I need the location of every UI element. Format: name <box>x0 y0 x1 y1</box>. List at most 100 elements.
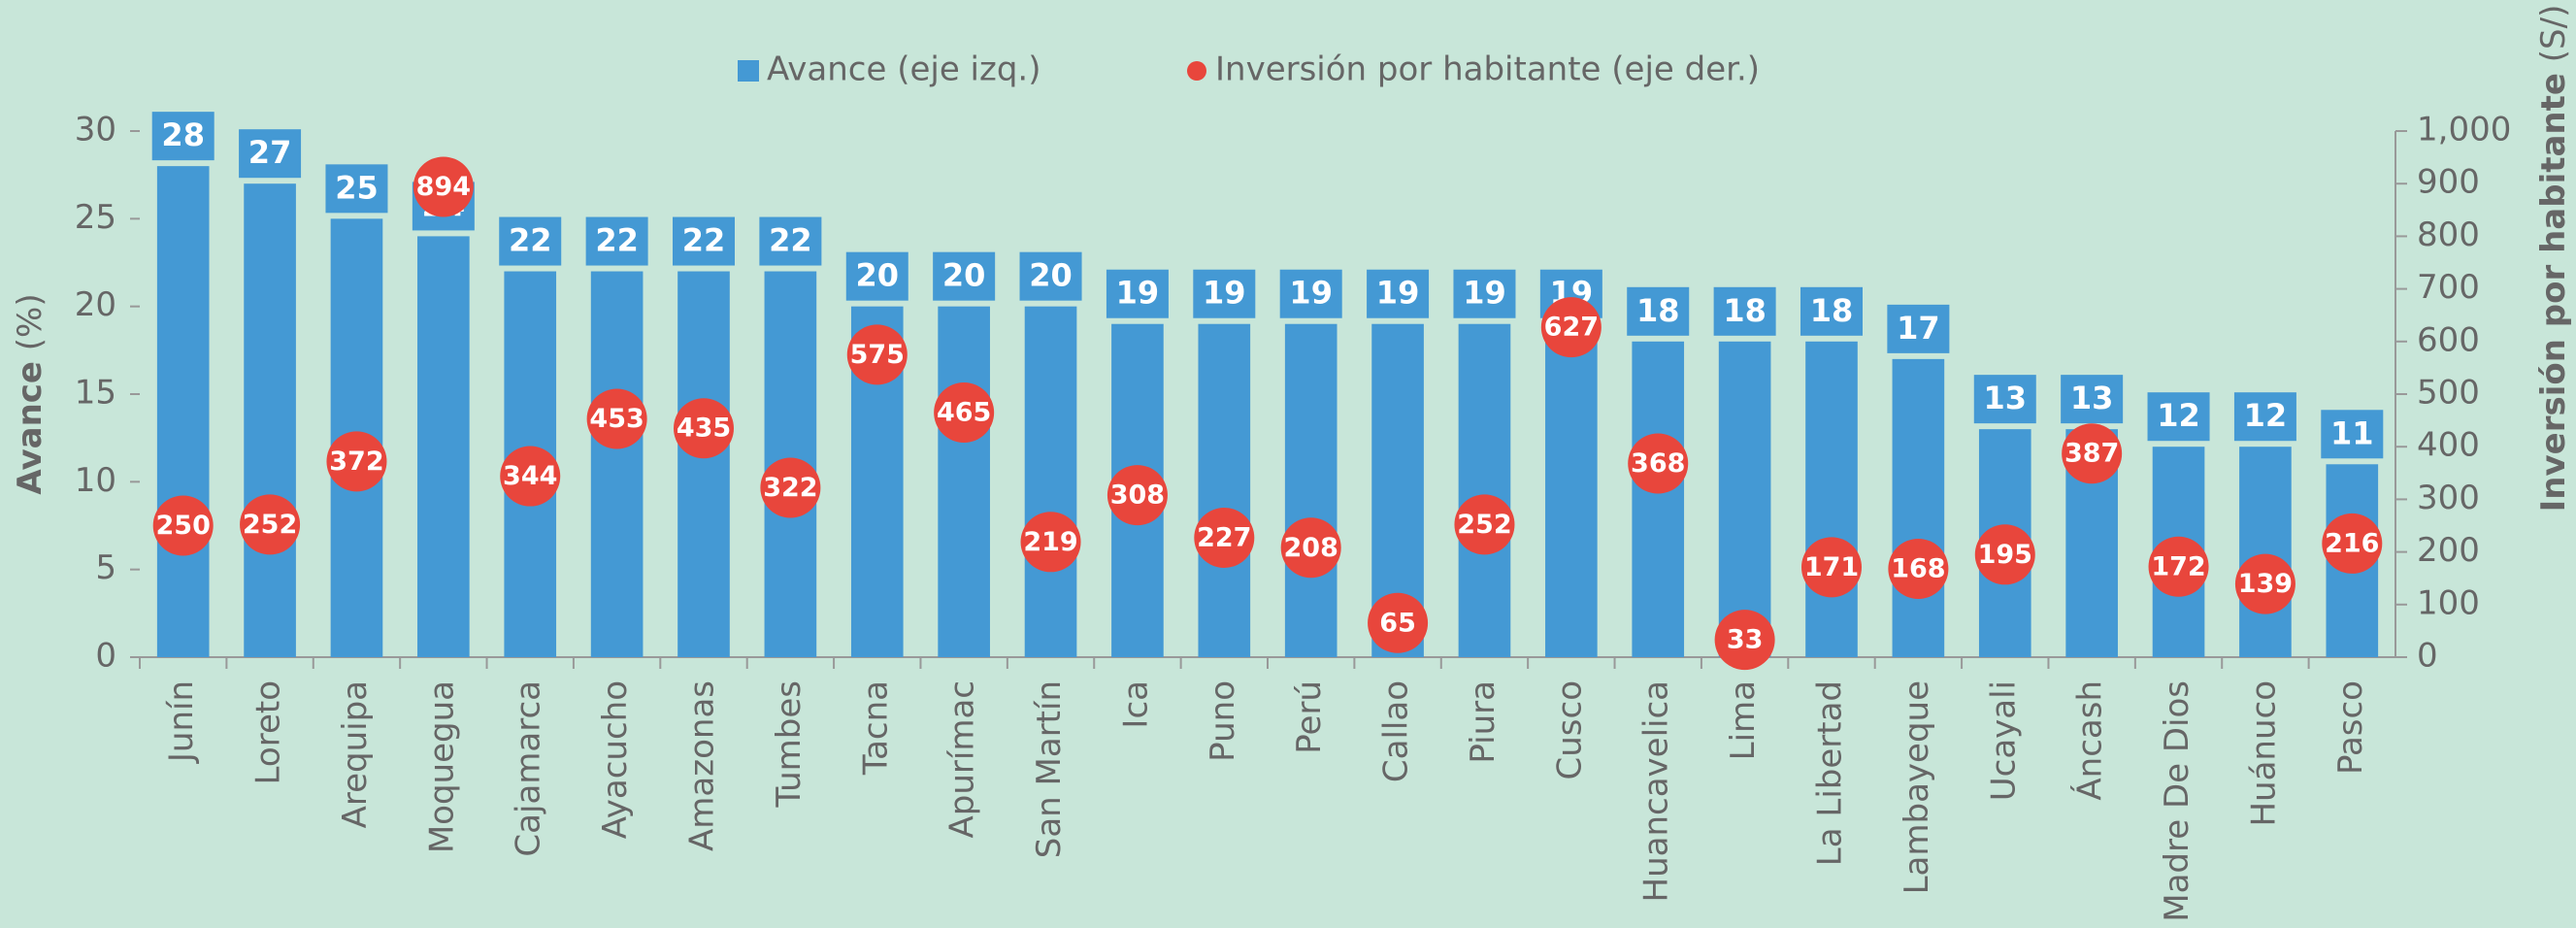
bar-label: 22 <box>769 222 812 259</box>
y2-axis-title: Inversión por habitante (S/) <box>2534 5 2573 513</box>
dot <box>2234 553 2295 614</box>
bar-label-box <box>1713 286 1776 336</box>
bar-label: 13 <box>2070 380 2114 416</box>
x-tick-label: Junín <box>162 680 201 764</box>
dot-label: 208 <box>1284 533 1338 563</box>
dot-label: 168 <box>1891 553 1945 583</box>
dot-label: 372 <box>329 447 383 477</box>
bar-label: 27 <box>248 134 292 171</box>
x-tick-label: Apurímac <box>943 680 982 838</box>
x-tick-label: La Libertad <box>1811 680 1850 866</box>
bar-label: 19 <box>1463 275 1506 312</box>
dot-label: 172 <box>2151 551 2205 581</box>
legend-label: Avance (eje izq.) <box>767 50 1041 89</box>
x-tick-label: Pasco <box>2331 680 2370 775</box>
dot <box>846 324 908 385</box>
bar-label-box <box>1800 286 1863 336</box>
bar <box>1805 341 1858 657</box>
bar <box>156 166 210 657</box>
bar-label-box <box>759 216 822 266</box>
x-tick-label: Huancavelica <box>1637 680 1676 903</box>
legend-swatch <box>738 60 759 82</box>
y2-tick-label: 200 <box>2417 531 2480 570</box>
x-tick-label: Ica <box>1116 680 1155 729</box>
dot-label: 322 <box>763 473 817 503</box>
bar-label-box <box>325 164 388 214</box>
dot-label: 368 <box>1631 448 1685 479</box>
x-tick-label: Áncash <box>2070 680 2110 801</box>
dot <box>1454 494 1515 555</box>
dot <box>1974 524 2035 585</box>
bar-label-box <box>2061 375 2124 424</box>
dot <box>326 431 387 492</box>
bar-label-box <box>239 129 302 179</box>
dot-label: 227 <box>1197 522 1251 552</box>
x-tick-label: Amazonas <box>683 680 722 851</box>
dot-label: 894 <box>416 172 471 202</box>
x-tick-label: Tumbes <box>770 680 809 809</box>
dot-label: 308 <box>1110 481 1165 511</box>
dot-label: 250 <box>156 511 211 541</box>
x-tick-label: San Martín <box>1030 680 1069 858</box>
bar-label: 11 <box>2330 414 2374 451</box>
x-tick-label: Tacna <box>856 680 895 776</box>
dot <box>1714 610 1775 671</box>
dot <box>413 156 474 217</box>
y2-tick-label: 500 <box>2417 374 2480 413</box>
dot <box>2062 423 2123 484</box>
bar-label-box <box>1279 269 1342 318</box>
y2-tick-label: 400 <box>2417 426 2480 465</box>
bar-label-box <box>2233 392 2296 442</box>
y2-tick-label: 300 <box>2417 479 2480 517</box>
bar <box>2239 447 2292 657</box>
dot <box>934 381 995 443</box>
bar <box>417 236 470 657</box>
bar-label-box <box>1627 286 1690 336</box>
x-tick-label: Perú <box>1290 680 1329 754</box>
dot-label: 627 <box>1544 313 1599 343</box>
dot-label: 453 <box>589 404 644 434</box>
bar-label: 13 <box>1984 380 2028 416</box>
bar <box>677 271 730 657</box>
bar-label-box <box>585 216 648 266</box>
dot <box>2148 536 2209 597</box>
bar-label: 12 <box>2244 397 2288 434</box>
dot <box>674 398 734 459</box>
dot-label: 195 <box>1978 540 2032 570</box>
y2-tick-label: 600 <box>2417 320 2480 359</box>
x-tick-label: Ayacucho <box>596 680 635 839</box>
bar-label: 18 <box>1810 292 1854 329</box>
bar-label-box <box>1367 269 1430 318</box>
dot-label: 387 <box>2064 439 2119 469</box>
x-tick-label: Huánuco <box>2244 680 2283 827</box>
dot <box>240 494 301 555</box>
dot-label: 435 <box>677 414 731 444</box>
x-tick-label: Piura <box>1464 680 1503 764</box>
y-tick-label: 30 <box>75 111 116 149</box>
x-tick-label: Lambayeque <box>1898 680 1936 894</box>
y2-tick-label: 1,000 <box>2417 111 2511 149</box>
y-tick-label: 15 <box>75 374 116 413</box>
bar-label-box <box>2321 410 2384 459</box>
x-tick-label: Arequipa <box>336 680 375 828</box>
bar-label: 18 <box>1636 292 1680 329</box>
dot <box>2322 513 2383 574</box>
y2-tick-label: 700 <box>2417 268 2480 307</box>
dot <box>500 446 561 507</box>
y-tick-label: 20 <box>75 285 116 324</box>
y2-tick-label: 800 <box>2417 215 2480 254</box>
y2-tick-label: 0 <box>2417 637 2438 676</box>
bar <box>1198 323 1251 657</box>
bar-label-box <box>1193 269 1256 318</box>
x-tick-label: Cajamarca <box>510 680 548 857</box>
dot <box>1888 538 1949 599</box>
bar-label: 19 <box>1289 275 1333 312</box>
y-axis-title-main: Avance <box>11 361 50 495</box>
bar <box>590 271 644 657</box>
bar <box>1458 323 1511 657</box>
dot <box>1628 433 1689 494</box>
bar-label: 22 <box>682 222 726 259</box>
y-tick-label: 10 <box>75 461 116 500</box>
dot-label: 33 <box>1727 625 1764 655</box>
bar-label: 28 <box>161 116 205 153</box>
